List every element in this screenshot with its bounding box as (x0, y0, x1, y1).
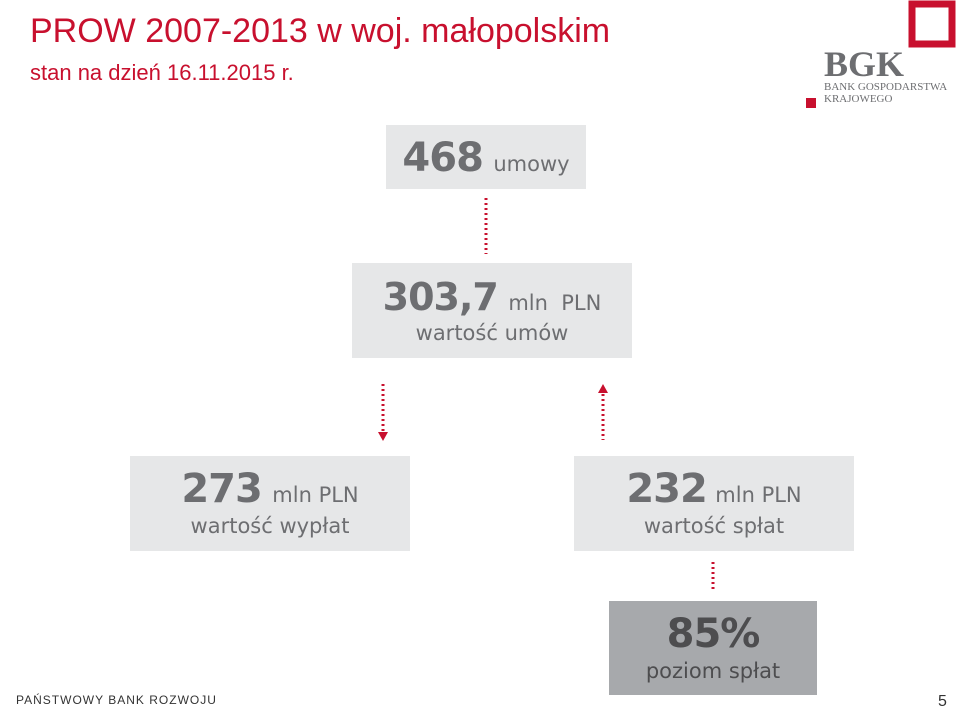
repayments-unit: mln PLN (715, 483, 802, 507)
logo-line1: BANK GOSPODARSTWA (824, 81, 947, 93)
logo-letters: BGK (824, 44, 904, 84)
bgk-logo: BGK BANK GOSPODARSTWA KRAJOWEGO (800, 0, 960, 112)
arrow-down-icon (378, 384, 388, 441)
contracts-unit: umowy (493, 152, 570, 176)
repayment-level-label: poziom spłat (645, 659, 781, 683)
payouts-unit: mln PLN (272, 483, 359, 507)
contract-value-unit: mln PLN (508, 291, 602, 315)
dotted-connector (711, 562, 715, 592)
payouts-box: 273 mln PLN wartość wypłat (130, 456, 410, 551)
page-number: 5 (938, 693, 947, 710)
dotted-connector (484, 198, 488, 254)
page-title: PROW 2007-2013 w woj. małopolskim (30, 12, 611, 50)
repayment-level-box: 85% poziom spłat (609, 601, 817, 695)
logo-line2: KRAJOWEGO (824, 93, 892, 105)
footer-org: PAŃSTWOWY BANK ROZWOJU (16, 693, 217, 707)
repayments-label: wartość spłat (643, 514, 785, 538)
contract-value-label: wartość umów (415, 321, 569, 345)
contract-value-box: 303,7 mln PLN wartość umów (352, 263, 632, 358)
contracts-value: 468 (402, 135, 483, 181)
contract-value-value: 303,7 (382, 275, 499, 319)
repayment-level-value: 85% (666, 611, 761, 657)
repayments-value: 232 (626, 466, 707, 512)
contracts-box: 468 umowy (386, 125, 586, 189)
repayments-box: 232 mln PLN wartość spłat (574, 456, 854, 551)
page-subtitle: stan na dzień 16.11.2015 r. (30, 60, 294, 85)
payouts-label: wartość wypłat (190, 514, 350, 538)
payouts-value: 273 (181, 466, 262, 512)
arrow-up-icon (598, 384, 608, 440)
